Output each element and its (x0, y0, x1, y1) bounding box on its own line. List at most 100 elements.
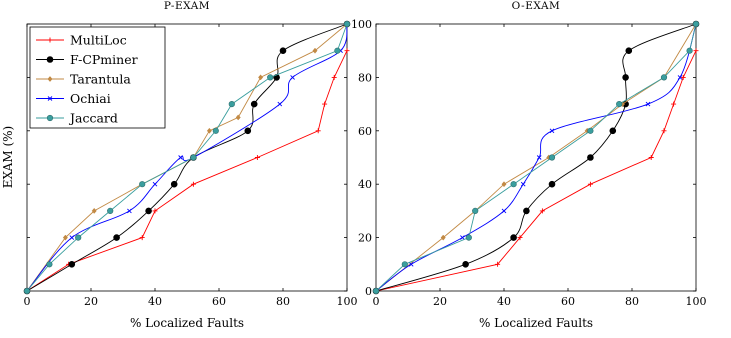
data-point-jaccard (343, 20, 351, 28)
data-point-jaccard (139, 181, 146, 188)
legend-marker-tarantula (47, 76, 53, 82)
legend-box (29, 26, 166, 129)
p-exam-title: P-EXAM (164, 0, 210, 12)
data-point-tarantula (62, 234, 68, 241)
x-tick-label: 60 (561, 295, 575, 308)
data-point-multiloc (344, 48, 350, 54)
o-exam-plot-frame (375, 23, 697, 292)
data-point-f-cpminer (587, 154, 594, 161)
series-line-tarantula (26, 23, 348, 292)
data-point-ochiai (460, 235, 465, 240)
data-point-ochiai (178, 155, 183, 160)
data-point-ochiai (520, 181, 526, 187)
series-line-ochiai (375, 23, 697, 292)
data-point-f-cpminer (609, 127, 617, 135)
data-point-multiloc (517, 235, 523, 241)
series-line-f-cpminer (375, 23, 697, 292)
data-point-multiloc (152, 208, 158, 214)
y-tick-label: 20 (358, 232, 372, 245)
data-point-f-cpminer (279, 47, 287, 55)
x-tick-label: 0 (373, 295, 380, 308)
legend-marker-f-cpminer (46, 56, 54, 63)
series-line-jaccard (375, 23, 697, 292)
data-point-jaccard (372, 287, 380, 295)
data-point-ochiai (645, 101, 651, 107)
data-point-jaccard (212, 127, 219, 134)
data-point-multiloc (648, 155, 654, 160)
data-point-multiloc (254, 155, 260, 160)
data-point-multiloc (331, 74, 337, 80)
o-exam-chart: O-EXAM 0 20 40 60 80 100 0 20 40 60 80 100 % Locali… (351, 0, 707, 330)
legend-label-tarantula: Tarantula (70, 72, 131, 87)
y-tick-label: 80 (358, 71, 372, 84)
data-point-f-cpminer (548, 180, 556, 188)
data-point-f-cpminer (510, 234, 517, 241)
data-point-jaccard (548, 154, 556, 161)
data-point-f-cpminer (622, 74, 629, 81)
series-line-multiloc (26, 50, 348, 292)
x-tick-label: 80 (625, 295, 639, 308)
data-point-tarantula (206, 127, 212, 134)
o-exam-series (372, 20, 700, 295)
data-point-jaccard (465, 234, 472, 241)
o-exam-xlabel: % Localized Faults (479, 316, 593, 330)
o-exam-ticks: 0 20 40 60 80 100 0 20 40 60 80 100 (351, 18, 707, 308)
data-point-jaccard (587, 127, 594, 134)
series-line-ochiai (26, 23, 348, 292)
data-point-ochiai (152, 181, 158, 187)
legend-label-multiloc: MultiLoc (70, 33, 127, 48)
data-point-f-cpminer (244, 127, 252, 135)
data-point-jaccard (334, 47, 341, 54)
p-exam-series (23, 20, 351, 295)
data-point-ochiai (549, 128, 555, 134)
data-point-multiloc (539, 208, 545, 214)
data-point-ochiai (536, 155, 542, 160)
data-point-f-cpminer (625, 47, 633, 55)
data-point-multiloc (495, 261, 501, 267)
data-point-f-cpminer (250, 100, 258, 108)
data-point-f-cpminer (523, 207, 530, 215)
data-point-jaccard (46, 261, 53, 268)
series-line-tarantula (375, 23, 697, 292)
data-point-multiloc (661, 128, 667, 134)
x-tick-label: 20 (84, 295, 98, 308)
data-point-tarantula (312, 47, 318, 54)
x-tick-label: 100 (337, 295, 358, 308)
data-point-ochiai (408, 261, 414, 267)
data-point-multiloc (680, 74, 686, 80)
data-point-ochiai (127, 208, 132, 214)
legend-marker-jaccard (46, 114, 54, 122)
data-point-f-cpminer (145, 207, 152, 215)
p-exam-ylabel: EXAM (%) (1, 126, 15, 188)
y-tick-label: 40 (358, 178, 372, 191)
data-point-ochiai (501, 208, 507, 214)
data-point-multiloc (693, 48, 699, 54)
x-tick-label: 80 (276, 295, 290, 308)
data-point-tarantula (235, 114, 241, 121)
data-point-jaccard (401, 261, 408, 268)
y-tick-label: 100 (351, 18, 372, 31)
data-point-f-cpminer (113, 234, 120, 241)
x-tick-label: 100 (686, 295, 707, 308)
data-point-ochiai (677, 75, 683, 80)
data-point-jaccard (686, 47, 693, 54)
data-point-jaccard (510, 181, 517, 188)
o-exam-title: O-EXAM (512, 0, 561, 12)
y-tick-label: 0 (365, 285, 372, 298)
legend-items: MultiLoc F-CPminer Tarantula Ochiai Jaccard (36, 33, 138, 126)
legend-marker-ochiai (47, 96, 53, 101)
p-exam-plot-frame (26, 23, 348, 292)
data-point-jaccard (472, 207, 479, 214)
data-point-jaccard (190, 154, 197, 161)
data-point-multiloc (190, 181, 196, 187)
data-point-jaccard (23, 287, 31, 295)
p-exam-chart: P-EXAM 0 20 40 60 80 100 % Localized Faults E… (1, 0, 358, 330)
data-point-tarantula (440, 234, 446, 241)
legend-label-f-cpminer: F-CPminer (70, 52, 138, 67)
data-point-jaccard (616, 100, 623, 108)
data-point-f-cpminer (170, 180, 178, 188)
data-point-jaccard (660, 74, 668, 81)
data-point-jaccard (267, 74, 274, 81)
data-point-tarantula (501, 181, 507, 188)
